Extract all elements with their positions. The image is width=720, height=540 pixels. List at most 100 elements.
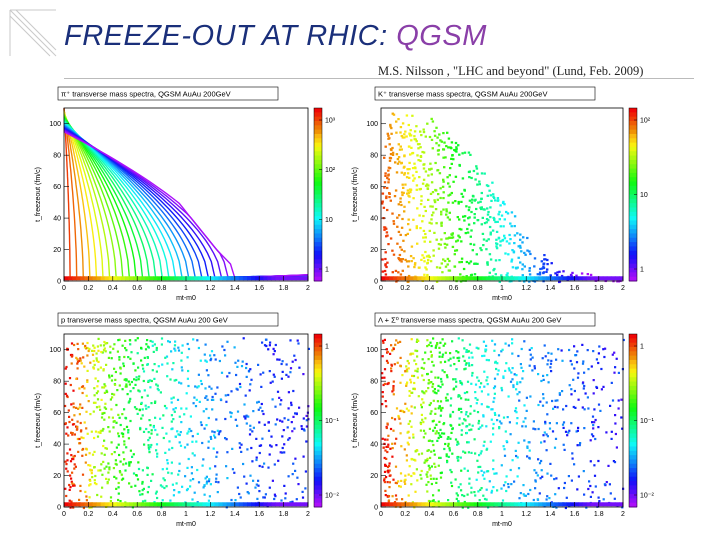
heatmap-cell — [161, 468, 164, 471]
heatmap-cell — [416, 207, 419, 210]
heatmap-cell — [216, 491, 219, 494]
heatmap-cell — [594, 485, 597, 488]
heatmap-cell — [480, 487, 483, 490]
heatmap-cell — [617, 371, 620, 374]
heatmap-cell — [456, 456, 459, 460]
heatmap-cell — [455, 385, 458, 388]
heatmap-cell — [447, 201, 450, 204]
heatmap-cell — [500, 274, 503, 277]
heatmap-cell — [509, 238, 512, 241]
heatmap-cell — [187, 384, 190, 388]
heatmap-cell — [583, 427, 586, 430]
heatmap-cell — [181, 485, 184, 488]
heatmap-cell — [143, 389, 146, 392]
heatmap-cell — [534, 428, 537, 431]
heatmap-cell — [101, 351, 104, 354]
heatmap-cell — [485, 358, 488, 362]
heatmap-cell — [147, 444, 150, 447]
heatmap-cell — [485, 218, 489, 221]
heatmap-cell — [548, 497, 551, 500]
heatmap-cell — [591, 421, 594, 424]
heatmap-cell — [437, 500, 440, 503]
heatmap-cell — [184, 475, 187, 478]
heatmap-cell — [443, 242, 446, 245]
heatmap-cell — [460, 260, 463, 264]
heatmap-cell — [278, 358, 281, 361]
heatmap-cell — [66, 470, 69, 473]
heatmap-cell — [470, 382, 473, 385]
heatmap-cell — [445, 145, 448, 148]
heatmap-cell — [419, 473, 422, 477]
heatmap-cell — [405, 407, 408, 410]
heatmap-cell — [100, 463, 103, 466]
heatmap-cell — [503, 203, 506, 206]
heatmap-cell — [68, 488, 71, 491]
heatmap-cell — [512, 384, 515, 387]
heatmap-cell — [492, 193, 495, 196]
heatmap-cell — [474, 178, 477, 181]
heatmap-cell — [395, 339, 398, 342]
heatmap-cell — [174, 340, 177, 343]
heatmap-cell — [407, 218, 410, 221]
heatmap-cell — [410, 405, 413, 408]
heatmap-cell — [419, 159, 422, 162]
x-tick-label: 2 — [621, 511, 625, 518]
heatmap-cell — [180, 382, 183, 385]
heatmap-cell — [423, 361, 426, 365]
y-tick-label: 40 — [370, 442, 378, 449]
heatmap-cell — [297, 342, 300, 345]
heatmap-cell — [463, 500, 466, 504]
heatmap-cell — [199, 379, 203, 383]
heatmap-cell — [465, 349, 468, 352]
heatmap-cell — [436, 439, 439, 442]
x-axis-label: mt-m0 — [176, 295, 196, 302]
y-tick-label: 60 — [53, 410, 61, 417]
heatmap-cell — [196, 339, 199, 342]
heatmap-cell — [498, 427, 501, 430]
heatmap-cell — [428, 255, 431, 259]
heatmap-cell — [439, 341, 442, 344]
heatmap-cell — [250, 446, 253, 450]
heatmap-cell — [407, 145, 411, 148]
heatmap-cell — [429, 477, 433, 480]
heatmap-cell — [231, 447, 234, 450]
heatmap-cell — [128, 482, 131, 485]
heatmap-cell — [138, 490, 141, 493]
heatmap-cell — [385, 426, 388, 430]
low-time-strip — [64, 276, 309, 281]
heatmap-cell — [522, 484, 525, 487]
heatmap-cell — [515, 422, 518, 425]
heatmap-cell — [177, 491, 180, 494]
heatmap-cell — [519, 261, 522, 264]
heatmap-cell — [439, 386, 442, 389]
x-tick-label: 0.2 — [400, 511, 410, 518]
heatmap-cell — [400, 248, 403, 251]
heatmap-cell — [533, 469, 536, 472]
heatmap-cell — [474, 494, 477, 497]
heatmap-cell — [392, 347, 395, 351]
heatmap-cell — [121, 388, 124, 391]
heatmap-cell — [384, 494, 387, 497]
heatmap-cell — [571, 452, 574, 455]
heatmap-cell — [200, 423, 203, 427]
heatmap-cell — [469, 242, 472, 246]
heatmap-cell — [560, 274, 564, 278]
heatmap-cell — [435, 280, 439, 283]
heatmap-cell — [301, 490, 304, 493]
heatmap-cell — [397, 257, 400, 260]
heatmap-cell — [442, 148, 446, 151]
heatmap-cell — [305, 440, 308, 443]
heatmap-cell — [93, 466, 96, 469]
heatmap-cell — [387, 134, 390, 137]
heatmap-cell — [576, 488, 579, 491]
heatmap-cell — [521, 263, 524, 266]
x-axis-label: mt-m0 — [492, 521, 512, 528]
heatmap-cell — [419, 429, 422, 432]
heatmap-cell — [430, 482, 433, 486]
heatmap-cell — [147, 446, 150, 449]
heatmap-cell — [193, 396, 196, 399]
heatmap-cell — [467, 415, 470, 418]
heatmap-cell — [422, 391, 425, 394]
heatmap-cell — [563, 481, 566, 485]
heatmap-cell — [398, 160, 401, 163]
